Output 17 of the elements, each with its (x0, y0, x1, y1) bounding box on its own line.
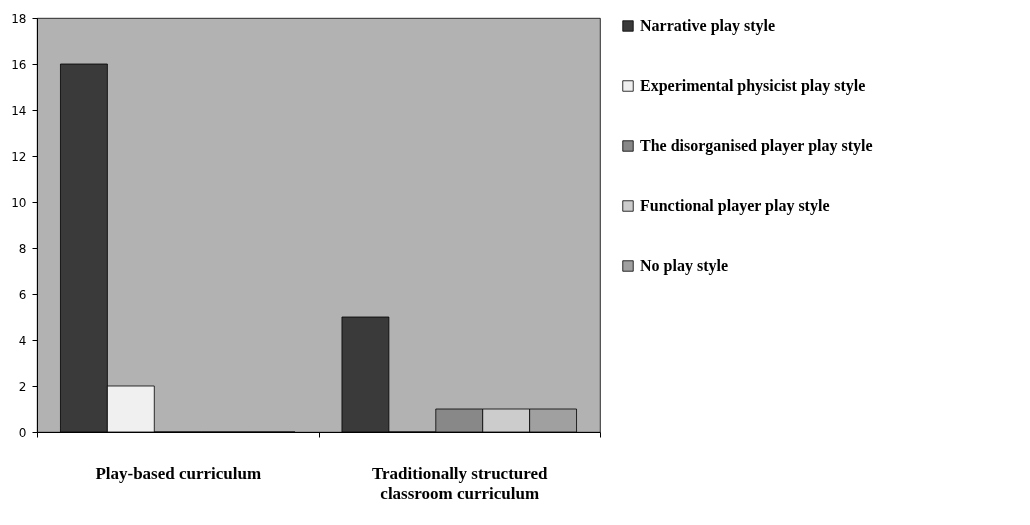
y-tick-label: 6 (18, 287, 27, 302)
y-tick-label: 18 (11, 11, 27, 26)
y-tick-label: 14 (11, 103, 27, 118)
y-tick-label: 10 (11, 195, 27, 210)
legend-label: Functional player play style (640, 197, 830, 215)
legend-label: Narrative play style (640, 17, 776, 35)
x-tick-label: Play-based curriculum (95, 463, 262, 483)
y-tick-label: 8 (18, 241, 27, 256)
x-tick-label: Traditionally structured classroom curriculum (371, 463, 549, 503)
y-tick-label: 4 (18, 333, 27, 348)
y-tick-label: 12 (11, 149, 27, 164)
legend-label: Experimental physicist play style (640, 77, 866, 95)
legend-label: The disorganised player play style (640, 137, 873, 155)
y-tick-label: 16 (11, 57, 27, 72)
legend-label: No play style (640, 257, 728, 275)
y-tick-label: 2 (18, 379, 27, 394)
y-tick-label: 0 (18, 425, 27, 440)
